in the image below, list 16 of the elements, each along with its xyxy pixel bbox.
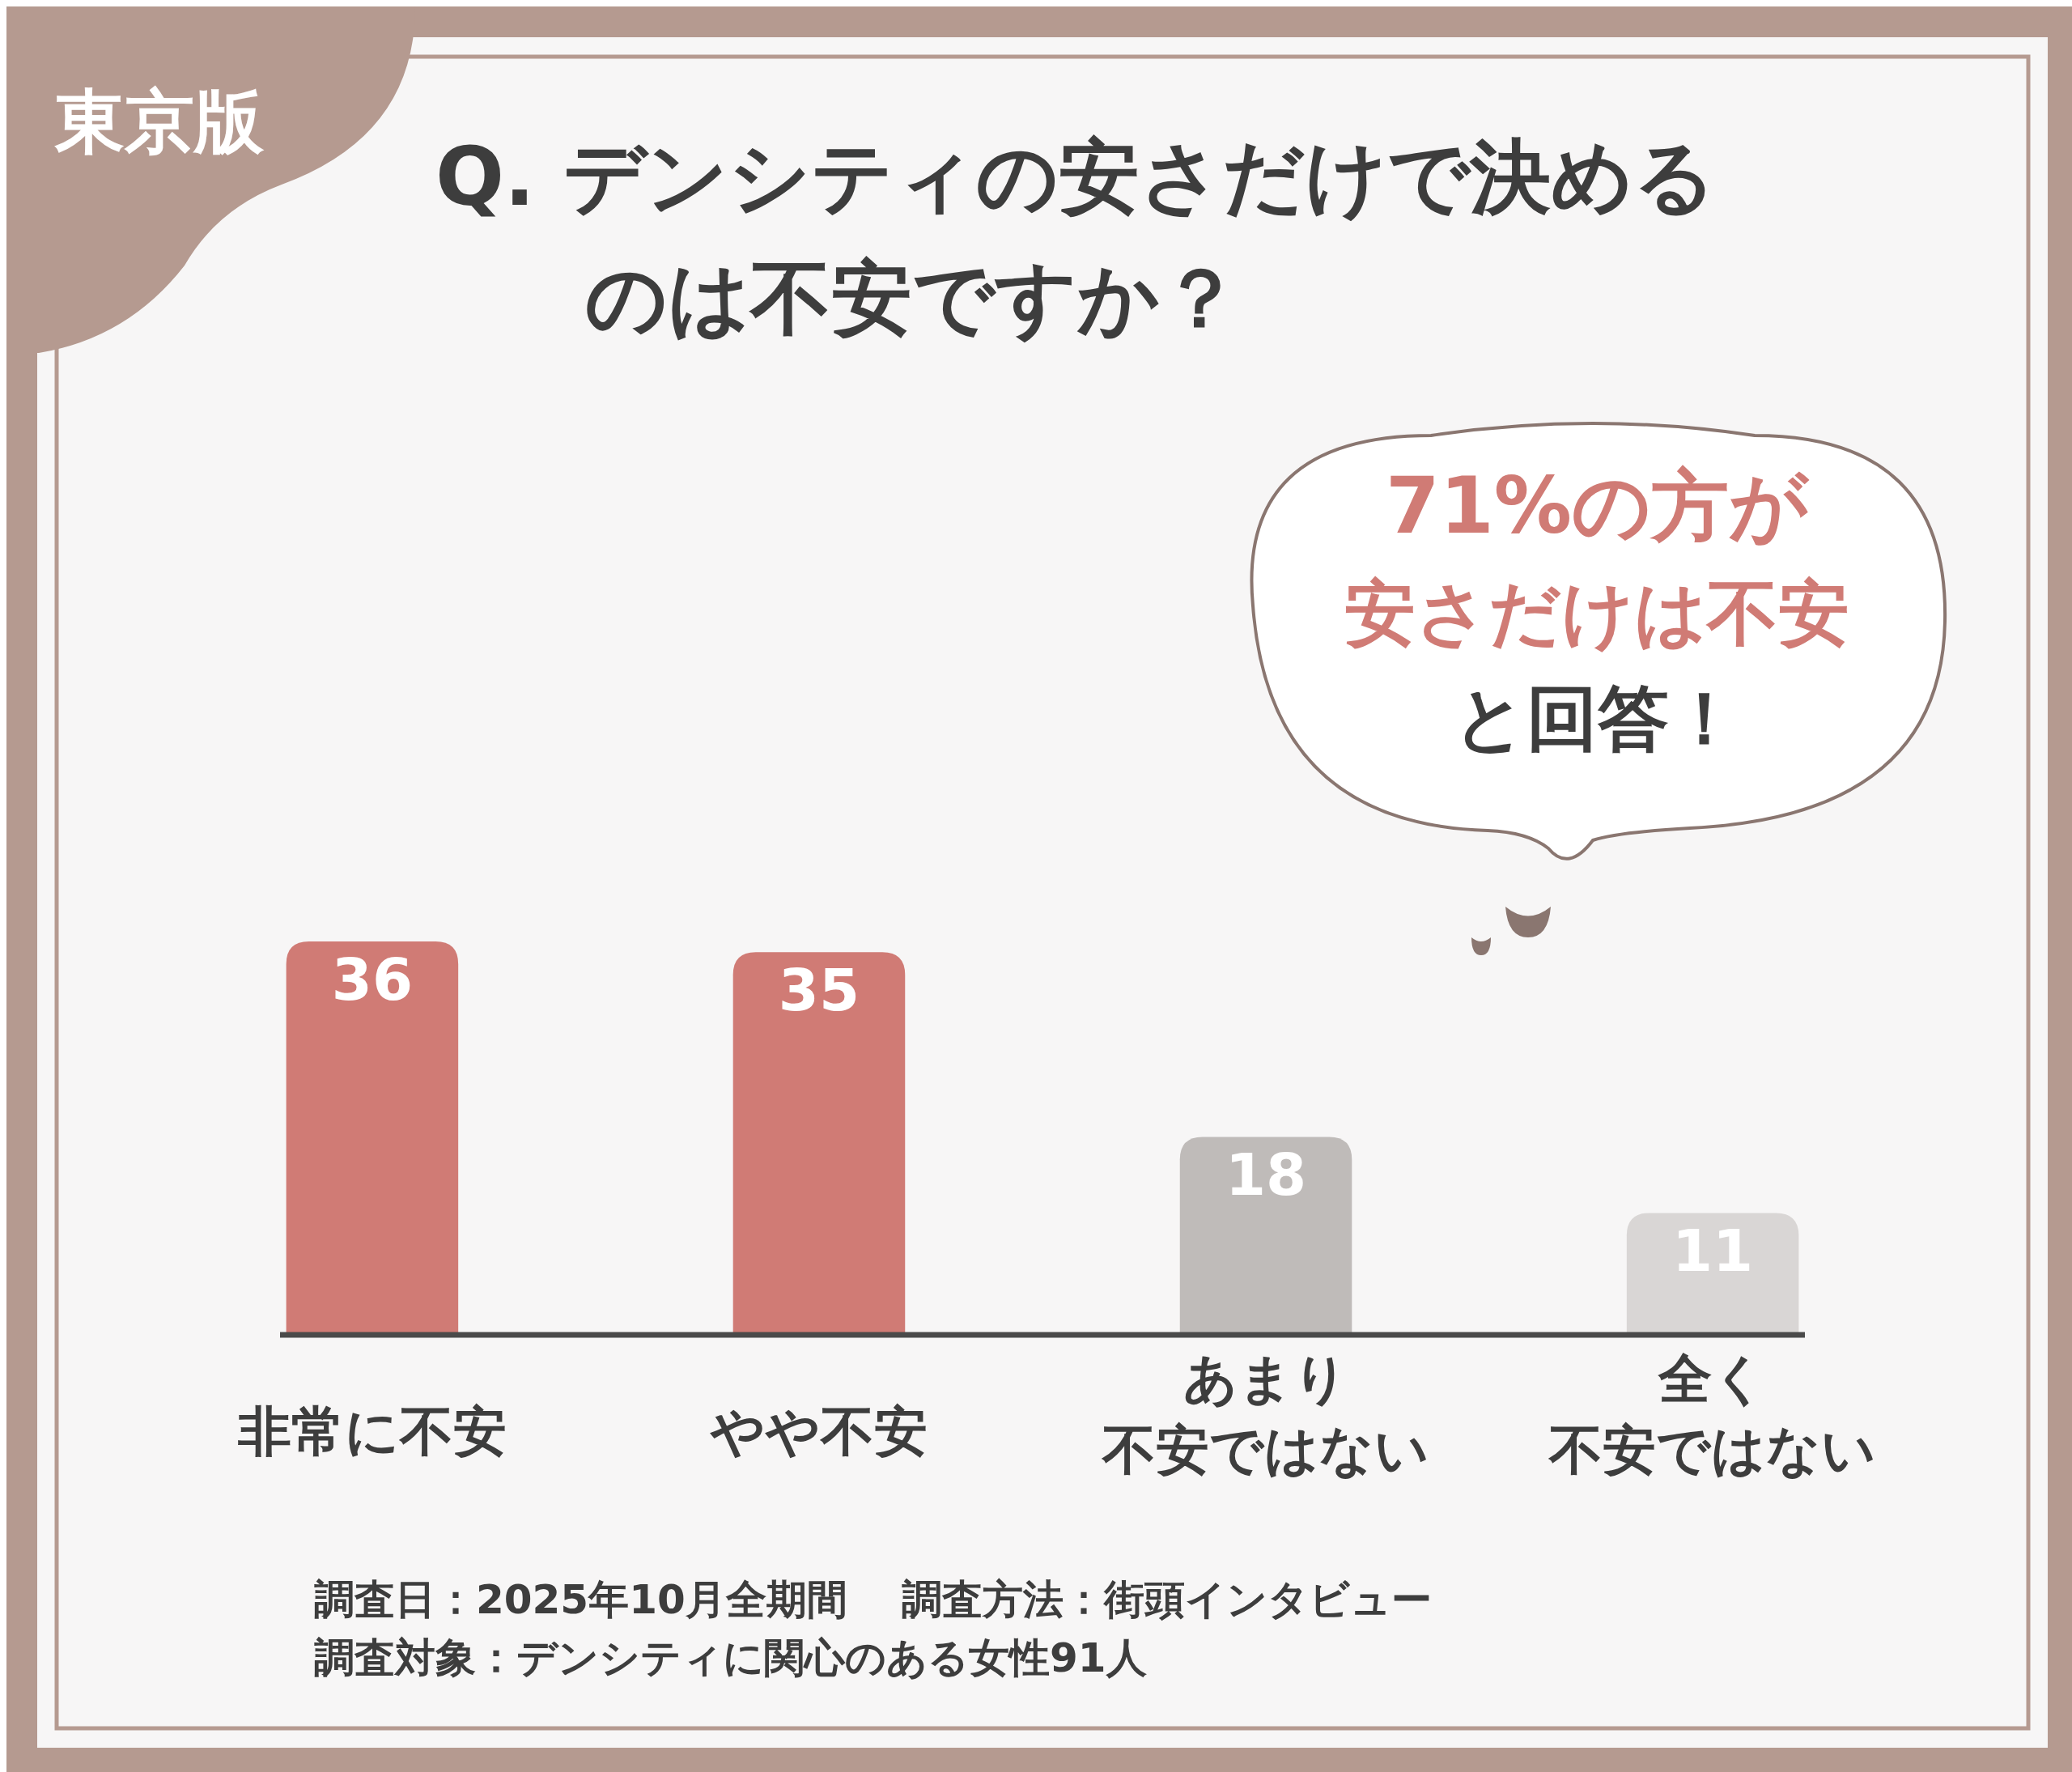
bar — [732, 952, 906, 1332]
x-tick-label: やや不安 — [709, 1400, 928, 1463]
bar — [1179, 1137, 1352, 1332]
data-label: 36 — [331, 945, 413, 1013]
text: 調査日：2025年10月全期間 調査方法：街頭インタビュー — [314, 1576, 1433, 1623]
x-tick-label: 全く不安ではない — [1548, 1348, 1877, 1481]
bar — [1626, 1213, 1799, 1332]
text: 71%の方が安さだけは不安と回答！ — [1344, 461, 1849, 760]
text: 調査対象：デンシティに関心のある女性91人 — [314, 1634, 1147, 1681]
x-tick-label: あまり不安ではない — [1101, 1348, 1430, 1481]
x-tick-label: 非常に不安 — [236, 1400, 507, 1463]
chart-title: Q. デンシティの安さだけで決めるのは不安ですか？ — [435, 130, 1716, 346]
bar — [286, 941, 459, 1332]
data-label: 35 — [778, 956, 860, 1025]
chart-subtitle: 東京版 — [54, 81, 265, 162]
data-label: 18 — [1225, 1141, 1307, 1209]
